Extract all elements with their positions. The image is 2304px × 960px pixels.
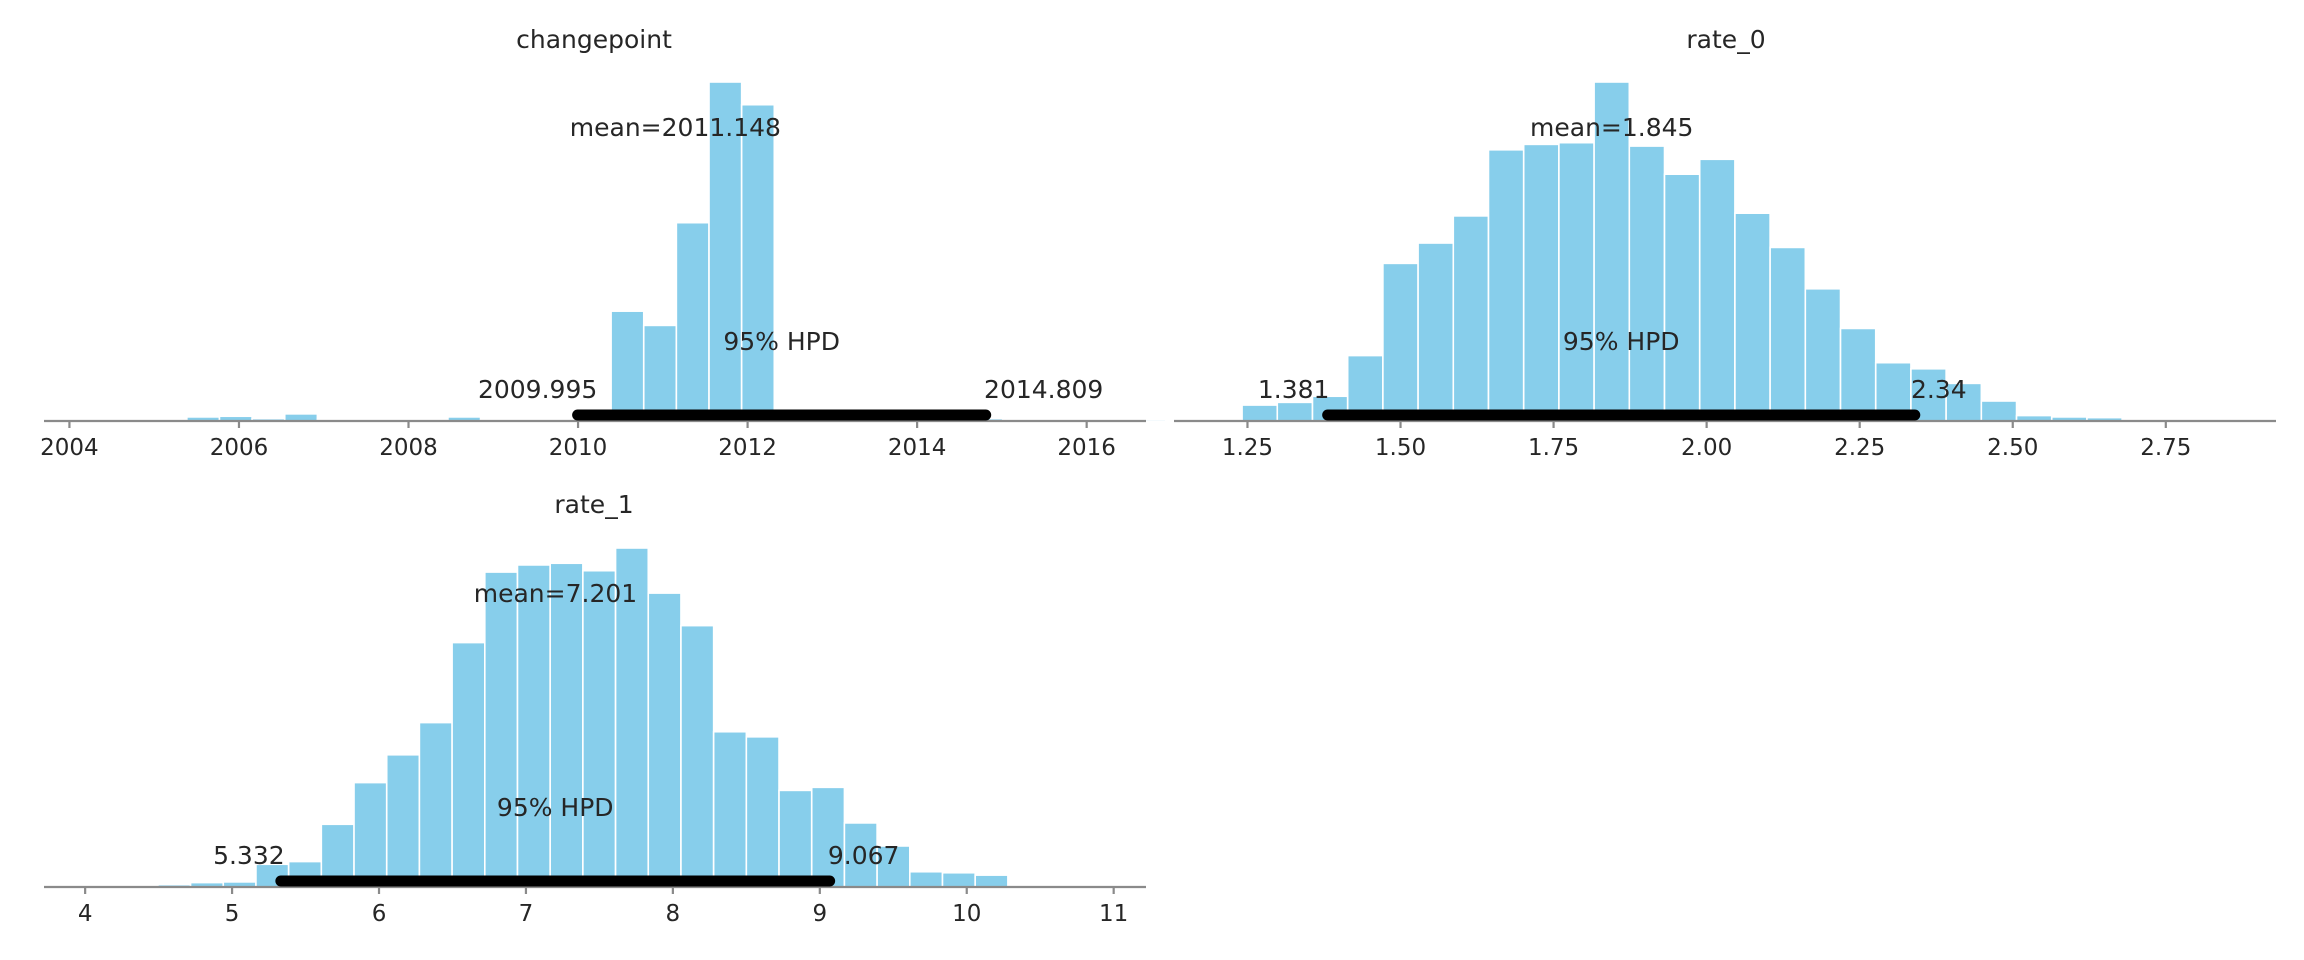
- x-tick-label: 2.75: [2140, 435, 2191, 461]
- rate-0-panel: rate_0 1.25 1.50 1.75 2.00 2.25 2.50 2.75 1.38…: [1174, 25, 2304, 461]
- histogram-bar: [1734, 212, 1771, 422]
- histogram-bar: [1558, 141, 1595, 422]
- x-axis-ticks: 4 5 6 7 8 9 10 11: [78, 887, 1128, 927]
- x-tick-label: 7: [519, 901, 534, 927]
- x-tick-label: 2010: [549, 435, 608, 461]
- x-tick-label: 8: [666, 901, 681, 927]
- panel-title: changepoint: [516, 25, 672, 54]
- x-tick-label: 5: [225, 901, 240, 927]
- hpd-upper-label: 9.067: [828, 841, 900, 870]
- histogram-bar: [1487, 149, 1525, 422]
- x-tick-label: 10: [952, 901, 981, 927]
- x-tick-label: 1.75: [1528, 435, 1579, 461]
- histogram-bar: [1382, 262, 1419, 422]
- histogram-bar: [1452, 215, 1490, 422]
- hpd-upper-label: 2014.809: [984, 375, 1103, 404]
- hpd-label: 95% HPD: [1563, 327, 1680, 356]
- histogram-bar: [610, 310, 645, 422]
- histogram-bar: [680, 624, 715, 888]
- mean-label: mean=7.201: [474, 579, 637, 608]
- histogram-bars: [153, 81, 1722, 422]
- histogram-bar: [712, 730, 748, 888]
- histogram-bar: [642, 324, 678, 422]
- x-tick-label: 2004: [40, 435, 99, 461]
- histogram-bar: [1241, 404, 1279, 422]
- hpd-lower-label: 1.381: [1258, 375, 1330, 404]
- histogram-bar: [778, 789, 813, 888]
- hpd-lower-label: 2009.995: [478, 375, 597, 404]
- histogram-bar: [1839, 327, 1877, 422]
- mean-label: mean=1.845: [1530, 113, 1693, 142]
- histogram-bar: [810, 786, 846, 888]
- x-tick-label: 9: [812, 901, 827, 927]
- histogram-bar: [1980, 400, 2018, 422]
- x-tick-label: 1.25: [1222, 435, 1273, 461]
- x-tick-label: 2.00: [1681, 435, 1732, 461]
- histogram-bar: [1276, 401, 1314, 422]
- histogram-bar: [974, 874, 1009, 888]
- mean-label: mean=2011.148: [570, 113, 781, 142]
- histogram-bar: [1522, 143, 1560, 422]
- histogram-bar: [1804, 287, 1842, 422]
- histogram-bar: [675, 221, 710, 422]
- x-tick-label: 4: [78, 901, 93, 927]
- x-axis-ticks: 1.25 1.50 1.75 2.00 2.25 2.50 2.75: [1222, 421, 2191, 461]
- histogram-bar: [941, 871, 976, 888]
- x-tick-label: 2008: [379, 435, 438, 461]
- hpd-upper-label: 2.34: [1911, 375, 1967, 404]
- histogram-bar: [549, 562, 584, 888]
- hpd-lower-label: 5.332: [213, 841, 285, 870]
- histogram-bar: [745, 736, 780, 888]
- x-tick-label: 11: [1099, 901, 1128, 927]
- x-axis-ticks: 2004 2006 2008 2010 2012 2014 2016: [40, 421, 1116, 461]
- histogram-bar: [1593, 81, 1631, 422]
- histogram-bar: [708, 81, 743, 422]
- histogram-bar: [385, 753, 421, 888]
- histogram-bars: [1241, 81, 2304, 422]
- histogram-bar: [353, 781, 388, 888]
- x-tick-label: 2012: [718, 435, 777, 461]
- histogram-bar: [483, 571, 519, 888]
- histogram-bar: [1417, 242, 1455, 422]
- panel-title: rate_0: [1686, 25, 1765, 54]
- histogram-bar: [418, 721, 453, 888]
- histogram-bar: [582, 569, 617, 888]
- histogram-bar: [1769, 246, 1807, 422]
- histogram-bar: [451, 641, 486, 888]
- histogram-bar: [1663, 173, 1701, 422]
- changepoint-panel: changepoint 2004 2006 2008 2010 2012 2014 2016…: [40, 25, 1722, 461]
- histogram-bar: [909, 870, 944, 888]
- histogram-bar: [740, 103, 776, 422]
- hpd-label: 95% HPD: [723, 327, 840, 356]
- x-tick-label: 2016: [1057, 435, 1116, 461]
- x-tick-label: 2014: [888, 435, 947, 461]
- histogram-bar: [1698, 158, 1736, 422]
- x-tick-label: 6: [372, 901, 387, 927]
- hpd-label: 95% HPD: [497, 793, 614, 822]
- rate-1-panel: rate_1 4 5 6 7 8 9 10 11 5.332 9.067 95% HPD me…: [44, 490, 1146, 927]
- panel-title: rate_1: [554, 490, 633, 519]
- histogram-bar: [647, 592, 682, 888]
- x-tick-label: 1.50: [1375, 435, 1426, 461]
- histogram-bar: [1628, 145, 1666, 422]
- x-tick-label: 2.25: [1834, 435, 1885, 461]
- histogram-bar: [516, 564, 551, 888]
- x-tick-label: 2006: [210, 435, 269, 461]
- x-tick-label: 2.50: [1987, 435, 2038, 461]
- histogram-bar: [614, 547, 650, 888]
